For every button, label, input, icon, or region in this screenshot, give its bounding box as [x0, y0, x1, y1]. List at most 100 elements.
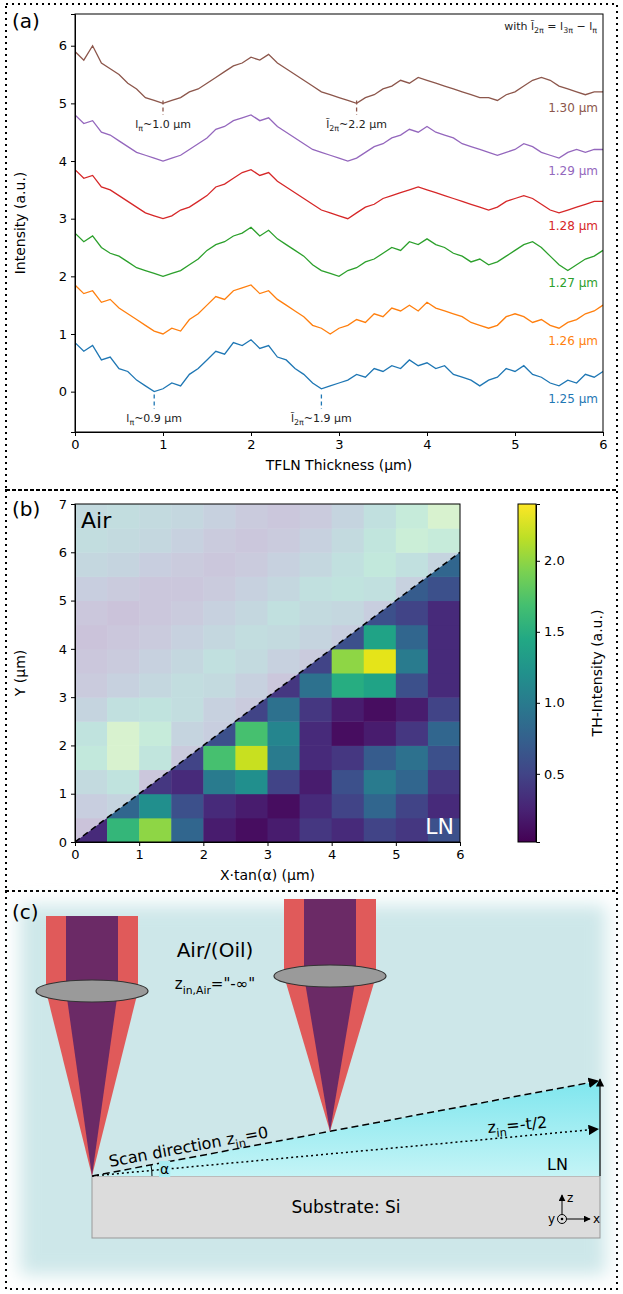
tick-label: 3: [264, 847, 272, 862]
heatmap-cell: [364, 721, 397, 746]
air-overlay: [75, 504, 460, 842]
beam-inner: [304, 976, 356, 1132]
objective-right: [274, 899, 386, 1132]
heatmap-cell: [396, 721, 429, 746]
tick-label: 0: [71, 847, 79, 862]
z-arrow: [562, 1195, 563, 1214]
series-line: [75, 115, 603, 161]
heatmap-cell: [300, 673, 333, 698]
heatmap-cell: [364, 745, 397, 770]
series-label-group: 1.26 µm: [546, 334, 600, 348]
angle-arc: [151, 1165, 152, 1176]
tick: 3: [59, 690, 75, 705]
tick: 0: [71, 432, 79, 452]
tick-mark: [515, 432, 516, 436]
text-part: = l: [544, 20, 563, 33]
colorbar-axis: 0.51.01.52.0: [536, 505, 565, 843]
lines: [75, 46, 603, 392]
subscript: 2π: [534, 26, 544, 35]
tick-label: 5: [511, 437, 519, 452]
heatmap-cell: [396, 625, 429, 650]
subscript: 2π: [329, 124, 339, 133]
tick-mark: [332, 842, 333, 846]
heatmap-cell: [268, 697, 301, 722]
heatmap-cell: [139, 794, 172, 819]
tick-label: 7: [59, 497, 67, 512]
series-line: [75, 285, 603, 334]
text-part: ~0.9 µm: [134, 412, 182, 425]
axis-name: x: [593, 1212, 600, 1226]
heatmap-cell: [428, 745, 460, 770]
panel-b-border: [6, 490, 617, 891]
series-label-group: 1.27 µm: [546, 276, 600, 290]
heatmap-cell: [428, 625, 460, 650]
axis-name: z: [567, 1191, 573, 1205]
heatmap-cell: [300, 794, 333, 819]
tick-label: 3: [335, 437, 343, 452]
annotation-marker: [154, 395, 155, 409]
heatmap-cell: [428, 770, 460, 795]
label-patch: [546, 334, 600, 348]
tick-label: 6: [456, 847, 464, 862]
tick: 6: [59, 38, 75, 53]
thickness-line: [599, 1079, 600, 1176]
tick-mark: [71, 46, 75, 47]
tick-mark: [71, 601, 75, 602]
tick-mark: [71, 219, 75, 220]
text-part: =0: [243, 1123, 270, 1146]
tick-mark: [71, 697, 75, 698]
x-axis-title: X·tan(α) (µm): [220, 867, 315, 883]
heatmap-cell: [268, 721, 301, 746]
heatmap-cell: [428, 697, 460, 722]
tick: 1.5: [536, 624, 565, 639]
heatmap-cell: [268, 794, 301, 819]
tick-label: 3: [59, 211, 67, 226]
panel-label: (c): [12, 900, 39, 924]
tick-label: 1: [59, 786, 67, 801]
y-dot: [561, 1218, 564, 1221]
series-label: 1.25 µm: [548, 392, 598, 406]
heatmap-cell: [364, 625, 397, 650]
heatmap-cell: [396, 818, 429, 842]
heatmap-cell: [203, 818, 236, 842]
tick: 2.0: [536, 553, 565, 568]
axis-line: [537, 505, 541, 843]
tick-mark: [139, 842, 140, 846]
figure: 01234560123456TFLN Thickness (µm)Intensi…: [0, 0, 623, 1294]
heatmap-cell: [171, 770, 204, 795]
equation: with l̃2π = l3π − lπ: [504, 20, 597, 35]
heatmap-cell: [396, 697, 429, 722]
heatmap-cell: [300, 745, 333, 770]
heatmap-cell: [332, 794, 365, 819]
heatmap-cell: [428, 601, 460, 626]
heatmap-cell: [235, 770, 268, 795]
tick: 2: [59, 269, 75, 284]
objective-left: [36, 916, 148, 1176]
tick-mark: [536, 703, 540, 704]
frame: [75, 14, 603, 432]
panel-b: 012345601234567X·tan(α) (µm)Y (µm)AirLN0…: [12, 497, 605, 883]
tick-mark: [603, 432, 604, 436]
heatmap-cell: [300, 721, 333, 746]
annotation-label: lπ~1.0 µm: [135, 118, 191, 133]
panel-c: Substrate: SiαAir/(Oil)zin,Air="-∞"Scan …: [12, 899, 606, 1275]
tick: 3: [335, 432, 343, 452]
series-line: [75, 46, 603, 104]
heatmap-cell: [300, 818, 333, 842]
tick-label: 0: [59, 835, 67, 850]
heatmap-cell: [396, 601, 429, 626]
x-axis: 0123456: [71, 842, 464, 862]
tick-mark: [71, 161, 75, 162]
cells: [75, 504, 460, 842]
tick-mark: [268, 842, 269, 846]
label-patch: [159, 1161, 170, 1177]
heatmap-cell: [428, 649, 460, 674]
heatmap-cell: [332, 745, 365, 770]
axis-name: y: [548, 1212, 555, 1226]
series-line: [75, 170, 603, 219]
annotation-label: lπ~0.9 µm: [126, 412, 182, 427]
tick-mark: [71, 745, 75, 746]
beam-inner: [66, 991, 118, 1176]
heatmap-cell: [139, 818, 172, 842]
heatmap-cell: [396, 745, 429, 770]
